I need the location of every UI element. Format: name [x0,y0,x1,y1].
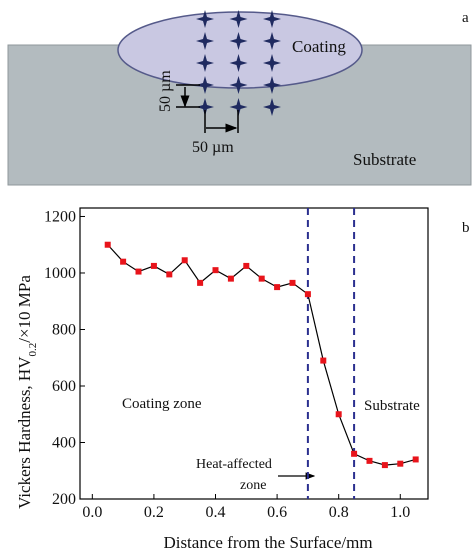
annotation: Coating zone [122,396,202,412]
data-point [243,262,250,269]
indent [229,54,248,72]
data-point [397,460,404,467]
data-point [135,268,142,275]
indent [263,76,281,94]
chart: b Distance from the Surface/mm Vickers H… [15,207,470,552]
indent [263,54,281,72]
x-tick-label: 0.6 [267,504,287,521]
annotation: Substrate [364,398,420,414]
indent-grid [196,10,281,116]
data-point [258,275,265,282]
indent [229,76,248,94]
data-point [150,262,157,269]
x-tick-label: 0.2 [144,504,164,521]
data-point [227,275,234,282]
indent [196,98,214,116]
indent [263,10,281,28]
data-point [274,284,281,291]
x-tick-label: 0.0 [82,504,102,521]
y-tick-label: 800 [52,321,76,338]
y-tick-label: 600 [52,378,76,395]
annotation: Heat-affected [196,457,272,472]
indent [229,32,248,50]
x-tick-label: 1.0 [390,504,410,521]
y-label-sub: 0.2 [27,343,39,357]
horizontal-dim-label: 50 µm [192,139,234,156]
indent [229,98,248,116]
y-tick-label: 200 [52,491,76,508]
y-tick-label: 1200 [44,208,76,225]
indent [196,54,214,72]
panel-label: b [462,220,470,236]
data-point [212,267,219,274]
plot-frame [79,207,429,500]
y-tick-label: 400 [52,434,76,451]
data-point [197,279,204,286]
x-tick-label: 0.8 [329,504,349,521]
data-point [304,291,311,298]
data-point [320,357,327,364]
diagram: Coating Substrate a 50 µm 50 µm [7,10,472,186]
indent [196,76,214,94]
data-point [381,462,388,469]
y-tick-label: 1000 [44,265,76,282]
x-tick-label: 0.4 [206,504,226,521]
indent [263,32,281,50]
indent [196,32,214,50]
data-point [289,279,296,286]
y-label-rest: /×10 MPa [15,275,34,343]
data-point [120,258,127,265]
data-point [366,457,373,464]
data-point [104,241,111,248]
indent [229,10,248,28]
substrate-label: Substrate [353,150,416,169]
data-point [335,411,342,418]
x-axis-label: Distance from the Surface/mm [163,533,372,552]
annotation: zone [240,478,266,493]
y-axis-label: Vickers Hardness, HV0.2/×10 MPa [15,275,39,509]
coating-label: Coating [292,37,346,56]
vertical-dim-label: 50 µm [157,70,174,112]
indent [263,98,281,116]
data-point [412,456,419,463]
data-point [351,450,358,457]
indent [196,10,214,28]
y-label-main: Vickers Hardness, HV [15,356,34,509]
data-point [166,271,173,278]
panel-label: a [462,10,469,26]
data-point [181,257,188,264]
